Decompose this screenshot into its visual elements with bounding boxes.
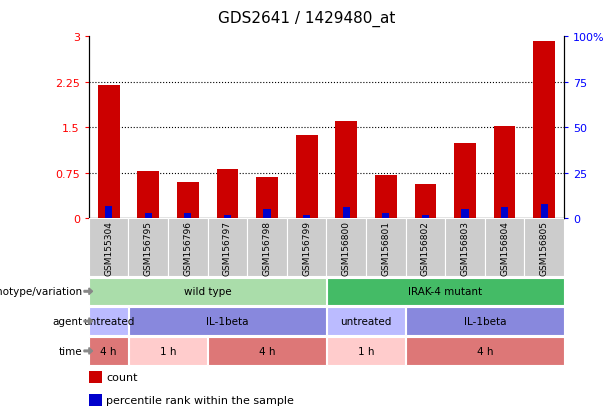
Text: GSM156801: GSM156801	[381, 221, 390, 275]
Text: GSM156795: GSM156795	[144, 221, 153, 275]
Bar	[168, 219, 208, 277]
Bar	[89, 278, 326, 305]
Bar	[208, 219, 247, 277]
Text: GSM156796: GSM156796	[183, 221, 192, 275]
Bar	[406, 337, 563, 365]
Bar	[185, 214, 191, 219]
Text: GSM156802: GSM156802	[421, 221, 430, 275]
Bar	[256, 178, 278, 219]
Bar	[454, 143, 476, 219]
Text: untreated: untreated	[83, 316, 134, 326]
Text: GSM156804: GSM156804	[500, 221, 509, 275]
Bar	[137, 172, 159, 219]
Text: IL-1beta: IL-1beta	[206, 316, 249, 326]
Bar	[247, 219, 287, 277]
Text: genotype/variation: genotype/variation	[0, 287, 83, 297]
Bar	[129, 219, 168, 277]
Bar	[462, 210, 468, 219]
Bar	[327, 308, 405, 335]
Bar	[501, 208, 508, 219]
Text: GSM156797: GSM156797	[223, 221, 232, 275]
Text: IRAK-4 mutant: IRAK-4 mutant	[408, 287, 482, 297]
Bar	[366, 219, 406, 277]
Bar	[327, 219, 366, 277]
Bar	[105, 206, 112, 219]
Text: time: time	[59, 346, 83, 356]
Bar	[445, 219, 485, 277]
Text: wild type: wild type	[184, 287, 232, 297]
Bar	[485, 219, 524, 277]
Bar	[89, 219, 129, 277]
Bar	[303, 215, 310, 219]
Bar	[524, 219, 564, 277]
Bar	[216, 169, 238, 219]
Bar	[327, 337, 405, 365]
Text: 4 h: 4 h	[259, 346, 275, 356]
Bar	[422, 215, 429, 219]
Bar	[375, 175, 397, 219]
Bar	[145, 214, 152, 219]
Text: count: count	[106, 372, 137, 382]
Text: GSM156803: GSM156803	[460, 221, 470, 275]
Bar	[406, 219, 445, 277]
Text: GSM156805: GSM156805	[539, 221, 549, 275]
Bar	[414, 184, 436, 219]
Bar	[541, 204, 548, 219]
Text: IL-1beta: IL-1beta	[463, 316, 506, 326]
Text: agent: agent	[53, 316, 83, 326]
Text: percentile rank within the sample: percentile rank within the sample	[106, 395, 294, 405]
Bar	[327, 278, 563, 305]
Text: GSM156799: GSM156799	[302, 221, 311, 275]
Text: GSM156800: GSM156800	[341, 221, 351, 275]
Bar	[129, 308, 326, 335]
Bar	[89, 337, 128, 365]
Bar	[343, 208, 350, 219]
Text: 4 h: 4 h	[101, 346, 117, 356]
Bar	[177, 183, 199, 219]
Bar	[493, 127, 516, 219]
Bar	[295, 135, 318, 219]
Bar	[406, 308, 563, 335]
Bar	[533, 41, 555, 219]
Text: 4 h: 4 h	[476, 346, 493, 356]
Bar	[335, 122, 357, 219]
Text: 1 h: 1 h	[358, 346, 375, 356]
Text: untreated: untreated	[340, 316, 392, 326]
Bar	[129, 337, 207, 365]
Text: GSM155304: GSM155304	[104, 221, 113, 275]
Text: GSM156798: GSM156798	[262, 221, 272, 275]
Bar	[287, 219, 327, 277]
Bar	[224, 215, 231, 219]
Text: GDS2641 / 1429480_at: GDS2641 / 1429480_at	[218, 10, 395, 26]
Bar	[383, 214, 389, 219]
Bar	[264, 210, 270, 219]
Bar	[89, 308, 128, 335]
Bar	[208, 337, 326, 365]
Text: 1 h: 1 h	[160, 346, 177, 356]
Bar	[98, 86, 120, 219]
